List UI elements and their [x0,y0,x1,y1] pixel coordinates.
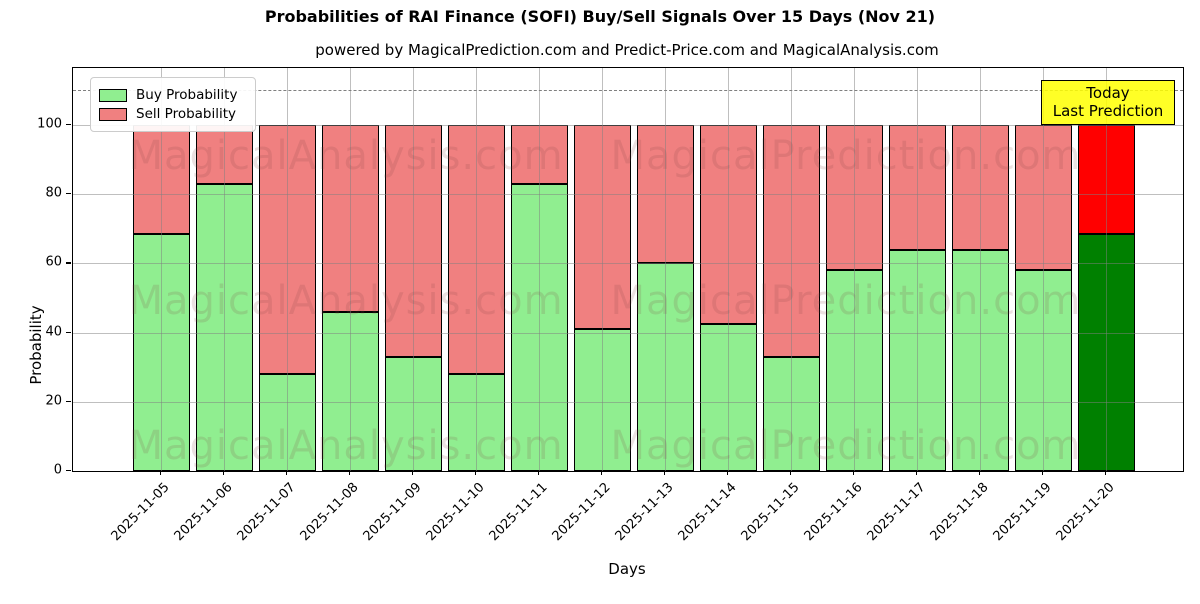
x-tick [979,470,981,475]
today-annotation: Today Last Prediction [1041,80,1175,125]
legend-sell-label: Sell Probability [136,106,237,122]
x-tick [223,470,225,475]
y-tick [66,262,71,264]
y-tick [66,400,71,402]
x-axis-label: Days [608,560,646,578]
x-gridline [980,68,981,471]
x-tick [538,470,540,475]
x-gridline [350,68,351,471]
today-annotation-line2: Last Prediction [1052,102,1164,120]
x-tick-label: 2025-11-14 [675,480,740,545]
x-tick [664,470,666,475]
x-gridline [287,68,288,471]
x-tick [916,470,918,475]
x-tick [1042,470,1044,475]
x-tick [790,470,792,475]
y-axis-label: Probability [27,305,45,385]
x-tick-label: 2025-11-12 [549,480,614,545]
plot-area: MagicalAnalysis.com MagicalPrediction.com… [27,67,1184,472]
y-tick-label: 60 [45,254,62,270]
x-gridline [539,68,540,471]
watermark-text: MagicalPrediction.com [610,278,1082,324]
x-gridline [728,68,729,471]
watermark-text: MagicalAnalysis.com [128,133,564,179]
y-tick-label: 20 [45,393,62,409]
y-gridline [73,263,1183,265]
x-gridline [161,68,162,471]
watermark-text: MagicalAnalysis.com [128,423,564,469]
y-tick-label: 0 [53,462,62,478]
x-gridline [602,68,603,471]
legend: Buy Probability Sell Probability [90,77,256,132]
x-gridline [665,68,666,471]
x-gridline [791,68,792,471]
legend-entry-sell: Sell Probability [99,106,247,122]
dashed-threshold-line [73,90,1183,92]
y-tick-label: 40 [45,324,62,340]
legend-sell-swatch-icon [99,107,127,121]
x-gridline [854,68,855,471]
y-tick [66,470,71,472]
x-tick-label: 2025-11-19 [990,480,1055,545]
x-tick-label: 2025-11-05 [108,480,173,545]
x-tick-label: 2025-11-11 [486,480,551,545]
x-tick [475,470,477,475]
y-gridline [73,125,1183,126]
x-gridline [1106,68,1107,471]
x-gridline [476,68,477,471]
y-tick [66,124,71,126]
x-tick-label: 2025-11-13 [612,480,677,545]
x-tick [1105,470,1107,475]
x-gridline [224,68,225,471]
x-tick-label: 2025-11-08 [297,480,362,545]
x-tick-label: 2025-11-07 [234,480,299,545]
x-gridline [917,68,918,471]
watermark-text: MagicalAnalysis.com [128,278,564,324]
legend-entry-buy: Buy Probability [99,87,247,103]
y-tick-label: 100 [37,116,62,132]
x-tick-label: 2025-11-17 [864,480,929,545]
x-tick [286,470,288,475]
legend-buy-swatch-icon [99,88,127,102]
watermark-text: MagicalPrediction.com [610,423,1082,469]
y-tick-label: 80 [45,185,62,201]
x-gridline [413,68,414,471]
chart-subtitle: powered by MagicalPrediction.com and Pre… [315,41,939,59]
x-tick-label: 2025-11-06 [171,480,236,545]
x-tick [412,470,414,475]
today-annotation-line1: Today [1086,84,1130,102]
x-tick [727,470,729,475]
x-tick [853,470,855,475]
watermark-text: MagicalPrediction.com [610,133,1082,179]
x-tick [601,470,603,475]
y-tick [66,193,71,195]
y-gridline [73,332,1183,334]
x-gridline [1043,68,1044,471]
x-tick-label: 2025-11-20 [1053,480,1118,545]
y-gridline [73,194,1183,196]
x-tick-label: 2025-11-10 [423,480,488,545]
chart-title: Probabilities of RAI Finance (SOFI) Buy/… [264,7,936,26]
y-tick [66,331,71,333]
y-gridline [73,401,1183,403]
legend-buy-label: Buy Probability [136,87,238,103]
x-tick-label: 2025-11-09 [360,480,425,545]
x-tick-label: 2025-11-15 [738,480,803,545]
x-tick-label: 2025-11-18 [927,480,992,545]
x-tick-label: 2025-11-16 [801,480,866,545]
x-tick [349,470,351,475]
x-tick [160,470,162,475]
